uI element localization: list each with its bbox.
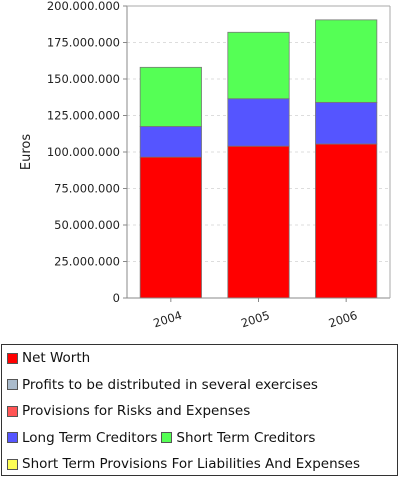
legend-label: Provisions for Risks and Expenses — [22, 403, 251, 419]
legend-item: Profits to be distributed in several exe… — [7, 377, 318, 393]
legend-row: Provisions for Risks and Expenses — [7, 401, 254, 421]
bar-long-term-creditors-2004 — [139, 126, 202, 158]
bar-short-term-creditors-2005 — [227, 31, 290, 100]
legend-label: Short Term Provisions For Liabilities An… — [22, 456, 361, 472]
legend-item: Short Term Creditors — [161, 430, 315, 446]
y-tick-label: 200.000.000 — [47, 0, 120, 13]
y-tick-label: 100.000.000 — [47, 145, 120, 159]
legend-label: Short Term Creditors — [176, 429, 316, 446]
bar-long-term-creditors-2006 — [315, 101, 378, 145]
y-axis-ticks: 0 25.000.000 50.000.000 75.000.000 100.000.0… — [47, 0, 127, 305]
stacked-bar-chart: 0 25.000.000 50.000.000 75.000.000 100.000.0… — [19, 0, 391, 330]
legend-item: Long Term Creditors — [7, 430, 157, 446]
legend-swatch — [7, 405, 18, 417]
bar-short-term-creditors-2004 — [139, 66, 202, 127]
bar-long-term-creditors-2005 — [227, 98, 290, 147]
bars — [139, 19, 378, 299]
bar-net-worth-2004 — [139, 156, 202, 299]
legend-row: Net Worth — [7, 348, 94, 368]
legend-swatch — [7, 432, 18, 443]
legend: Net Worth Profits to be distributed in se… — [1, 344, 398, 476]
legend-label: Net Worth — [22, 350, 91, 366]
legend-swatch — [7, 379, 18, 390]
bar-net-worth-2006 — [315, 143, 378, 299]
legend-item: Net Worth — [7, 350, 90, 366]
x-tick-label: 2006 — [327, 308, 359, 330]
y-tick-label: 175.000.000 — [47, 36, 120, 50]
legend-swatch — [7, 352, 18, 364]
legend-row: Profits to be distributed in several exe… — [7, 375, 322, 395]
legend-swatch — [161, 432, 173, 443]
y-tick-label: 125.000.000 — [47, 109, 120, 123]
x-tick-label: 2004 — [152, 308, 184, 330]
y-tick-label: 75.000.000 — [54, 182, 120, 196]
bar-net-worth-2005 — [227, 145, 290, 299]
legend-row: Long Term Creditors Short Term Creditors — [7, 428, 319, 448]
bar-short-term-creditors-2006 — [315, 19, 378, 103]
legend-row: Short Term Provisions For Liabilities An… — [7, 454, 364, 474]
legend-swatch — [7, 458, 18, 470]
x-tick-label: 2005 — [239, 308, 271, 330]
y-tick-label: 0 — [113, 291, 120, 305]
chart-area: 0 25.000.000 50.000.000 75.000.000 100.000.0… — [19, 0, 391, 330]
legend-label: Long Term Creditors — [22, 429, 158, 446]
y-tick-label: 25.000.000 — [54, 255, 120, 269]
y-axis-label: Euros — [19, 134, 34, 170]
y-tick-label: 50.000.000 — [54, 218, 120, 232]
legend-item: Provisions for Risks and Expenses — [7, 403, 250, 419]
x-axis-ticks: 2004 2005 2006 — [152, 298, 359, 330]
y-tick-label: 150.000.000 — [47, 72, 120, 86]
legend-label: Profits to be distributed in several exe… — [22, 376, 318, 393]
legend-item: Short Term Provisions For Liabilities An… — [7, 456, 360, 472]
